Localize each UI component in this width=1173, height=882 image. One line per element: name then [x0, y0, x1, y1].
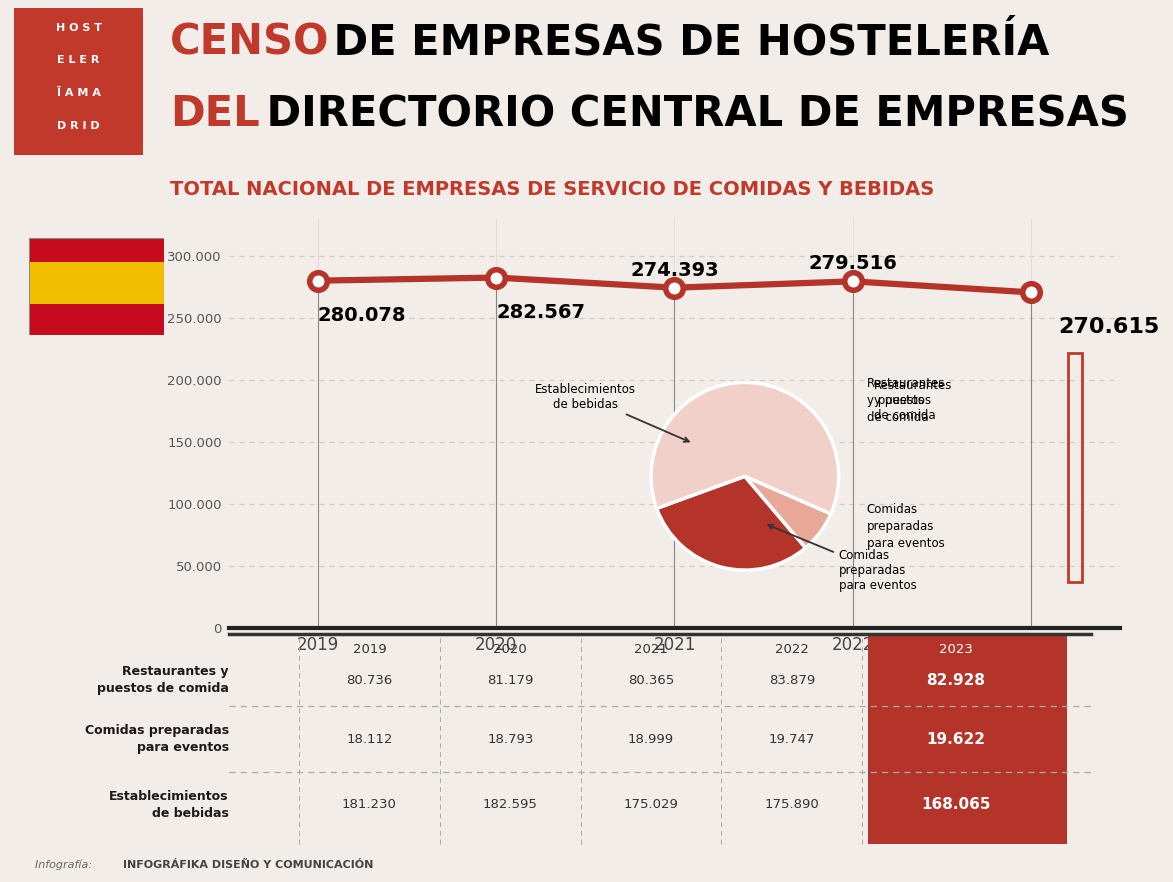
Text: 2023: 2023 [940, 643, 972, 656]
Text: 2022: 2022 [775, 643, 808, 656]
Text: Comidas
preparadas
para eventos: Comidas preparadas para eventos [768, 525, 916, 592]
Text: 2022: 2022 [832, 636, 874, 654]
Text: 19.747: 19.747 [768, 733, 815, 745]
Text: CENSO: CENSO [170, 21, 330, 64]
Text: 168.065: 168.065 [921, 797, 991, 812]
Bar [29, 263, 164, 303]
Point [487, 271, 506, 285]
Text: Establecimientos
de bebidas: Establecimientos de bebidas [109, 789, 229, 819]
Wedge shape [745, 476, 830, 548]
Bar [29, 303, 164, 335]
Text: DE EMPRESAS DE HOSTELERÍA: DE EMPRESAS DE HOSTELERÍA [319, 21, 1050, 64]
Text: TOTAL NACIONAL DE EMPRESAS DE SERVICIO DE COMIDAS Y BEBIDAS: TOTAL NACIONAL DE EMPRESAS DE SERVICIO D… [170, 180, 935, 198]
Text: 2020: 2020 [494, 643, 527, 656]
Text: 82.928: 82.928 [927, 673, 985, 688]
Text: DEL: DEL [170, 93, 260, 135]
Wedge shape [657, 476, 806, 570]
Bar [14, 8, 143, 155]
Text: INFOGRÁFIKA DISEÑO Y COMUNICACIÓN: INFOGRÁFIKA DISEÑO Y COMUNICACIÓN [123, 860, 373, 871]
Text: 19.622: 19.622 [927, 731, 985, 747]
Text: DIRECTORIO CENTRAL DE EMPRESAS: DIRECTORIO CENTRAL DE EMPRESAS [252, 93, 1130, 135]
Text: 279.516: 279.516 [808, 255, 897, 273]
Text: 2021: 2021 [653, 636, 696, 654]
Point [665, 280, 684, 295]
Text: 2023: 2023 [1010, 636, 1052, 654]
Text: 2020: 2020 [475, 636, 517, 654]
Text: 18.112: 18.112 [346, 733, 393, 745]
Text: 274.393: 274.393 [630, 261, 719, 280]
Text: Infografía:: Infografía: [35, 860, 96, 871]
Wedge shape [651, 383, 839, 514]
Text: 18.999: 18.999 [628, 733, 674, 745]
Text: Restaurantes y
puestos de comida: Restaurantes y puestos de comida [97, 665, 229, 695]
Text: 280.078: 280.078 [318, 306, 406, 325]
Text: 175.890: 175.890 [765, 798, 819, 811]
Text: Restaurantes
y puestos
de comida: Restaurantes y puestos de comida [874, 379, 952, 422]
Point [843, 274, 862, 288]
Text: E L E R: E L E R [57, 56, 100, 65]
Text: Comidas preparadas
para eventos: Comidas preparadas para eventos [84, 724, 229, 754]
Text: Establecimientos
de bebidas: Establecimientos de bebidas [535, 383, 689, 442]
Bar [868, 634, 1067, 844]
Bar [29, 238, 164, 263]
Bar [1067, 353, 1082, 582]
Text: 2021: 2021 [635, 643, 667, 656]
Point [1022, 285, 1040, 299]
Text: D R I D: D R I D [57, 121, 100, 131]
Text: 181.230: 181.230 [343, 798, 396, 811]
Text: Ī A M A: Ī A M A [56, 88, 101, 98]
Text: 175.029: 175.029 [624, 798, 678, 811]
Text: 270.615: 270.615 [1058, 318, 1159, 337]
Text: Restaurantes
y puestos
de comida: Restaurantes y puestos de comida [867, 377, 945, 424]
Text: 18.793: 18.793 [487, 733, 534, 745]
Text: 81.179: 81.179 [487, 674, 534, 686]
Text: 282.567: 282.567 [496, 303, 585, 322]
Text: 2019: 2019 [297, 636, 339, 654]
Point [308, 273, 327, 288]
Text: 83.879: 83.879 [768, 674, 815, 686]
Text: 182.595: 182.595 [483, 798, 537, 811]
Text: 80.736: 80.736 [346, 674, 393, 686]
Text: 80.365: 80.365 [628, 674, 674, 686]
Text: H O S T: H O S T [55, 23, 102, 33]
Text: Comidas
preparadas
para eventos: Comidas preparadas para eventos [867, 504, 944, 550]
Text: 2019: 2019 [353, 643, 386, 656]
